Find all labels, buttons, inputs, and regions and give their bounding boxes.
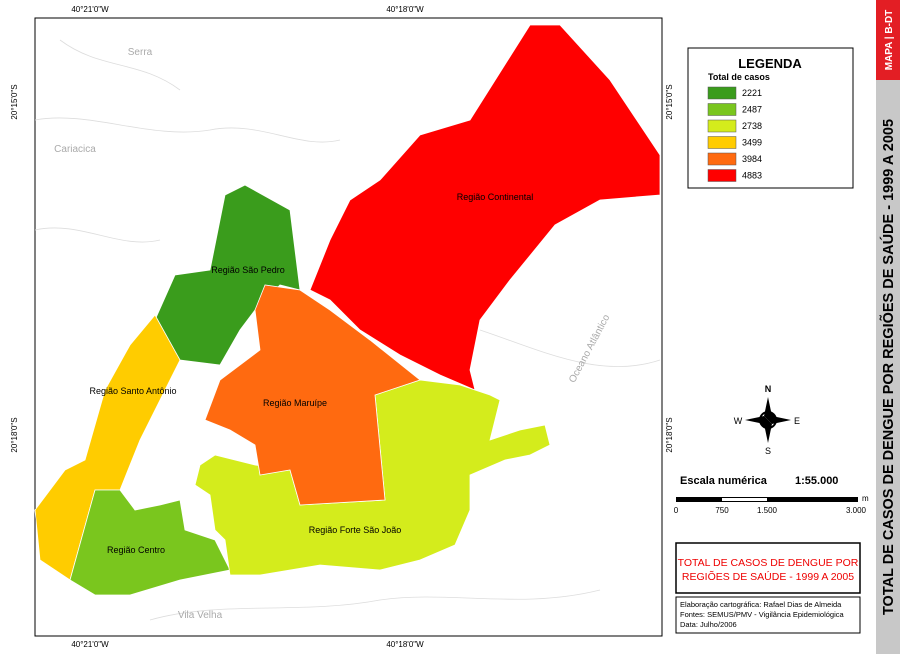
compass-label: N bbox=[765, 384, 772, 394]
coord-label: 20°18'0"S bbox=[10, 417, 19, 452]
coord-label: 40°21'0"W bbox=[71, 5, 109, 14]
sidebar-tag-box bbox=[876, 0, 900, 80]
legend-title: LEGENDA bbox=[738, 56, 802, 71]
legend-swatch bbox=[707, 152, 737, 166]
legend-swatch bbox=[707, 103, 737, 116]
title-box bbox=[675, 542, 861, 594]
coord-label: 40°18'0"W bbox=[386, 5, 424, 14]
scale-title: Escala numérica bbox=[680, 475, 768, 487]
place-label: Vila Velha bbox=[178, 610, 223, 621]
region-label: Região Centro bbox=[107, 545, 165, 555]
compass-label: E bbox=[794, 416, 800, 426]
scale-bar bbox=[676, 497, 858, 502]
sidebar bbox=[876, 80, 900, 654]
scale-label: 750 bbox=[715, 506, 729, 515]
scale-ratio: 1:55.000 bbox=[795, 475, 838, 487]
compass-label: S bbox=[765, 446, 771, 456]
coord-label: 20°15'0"S bbox=[665, 84, 674, 119]
basemap-lines bbox=[34, 39, 661, 621]
legend-label: 2487 bbox=[742, 105, 762, 115]
legend-items: 2221 2487 2738 3499 3984 4883 bbox=[707, 86, 762, 182]
credit: Fontes: SEMUS/PMV - Vigilância Epidemiol… bbox=[680, 610, 845, 619]
sidebar-title: TOTAL DE CASOS DE DENGUE POR REGIÕES DE … bbox=[879, 119, 897, 615]
region-label: Região Maruípe bbox=[263, 398, 327, 408]
legend-subtitle: Total de casos bbox=[708, 72, 770, 82]
legend-label: 3984 bbox=[742, 154, 762, 164]
coord-label: 20°15'0"S bbox=[10, 84, 19, 119]
legend-swatch bbox=[707, 86, 737, 100]
scale-label: 0 bbox=[674, 506, 679, 515]
credits-box bbox=[675, 596, 861, 634]
legend-label: 4883 bbox=[742, 171, 762, 181]
legend-label: 2221 bbox=[742, 88, 762, 98]
regions bbox=[34, 24, 661, 596]
region-shape bbox=[204, 284, 421, 506]
region-shape bbox=[34, 314, 181, 581]
compass-label: W bbox=[734, 416, 743, 426]
scale-unit: m bbox=[862, 494, 869, 503]
region-shape bbox=[69, 489, 231, 596]
region-label: Região Santo Antônio bbox=[89, 386, 176, 396]
region-shape bbox=[309, 24, 661, 391]
legend-swatch bbox=[707, 169, 737, 182]
credit: Data: Julho/2006 bbox=[680, 620, 737, 629]
legend-label: 2738 bbox=[742, 121, 762, 131]
coord-label: 40°18'0"W bbox=[386, 640, 424, 649]
scale-label: 3.000 bbox=[846, 506, 867, 515]
sidebar-tag: MAPA | B-DT bbox=[884, 10, 895, 71]
place-label: Cariacica bbox=[54, 144, 96, 155]
north-arrow bbox=[745, 397, 791, 443]
place-label: Serra bbox=[128, 47, 153, 58]
region-label: Região Continental bbox=[457, 192, 534, 202]
coord-label: 20°18'0"S bbox=[665, 417, 674, 452]
map-title: TOTAL DE CASOS DE DENGUE POR bbox=[678, 557, 859, 569]
region-label: Região São Pedro bbox=[211, 265, 285, 275]
coord-label: 40°21'0"W bbox=[71, 640, 109, 649]
region-label: Região Forte São João bbox=[309, 525, 402, 535]
legend-swatch bbox=[707, 119, 737, 133]
legend-label: 3499 bbox=[742, 138, 762, 148]
scale-label: 1.500 bbox=[757, 506, 778, 515]
credit: Elaboração cartográfica: Rafael Dias de … bbox=[680, 600, 842, 609]
map-title: REGIÕES DE SAÚDE - 1999 A 2005 bbox=[682, 570, 854, 583]
legend-swatch bbox=[707, 136, 737, 149]
